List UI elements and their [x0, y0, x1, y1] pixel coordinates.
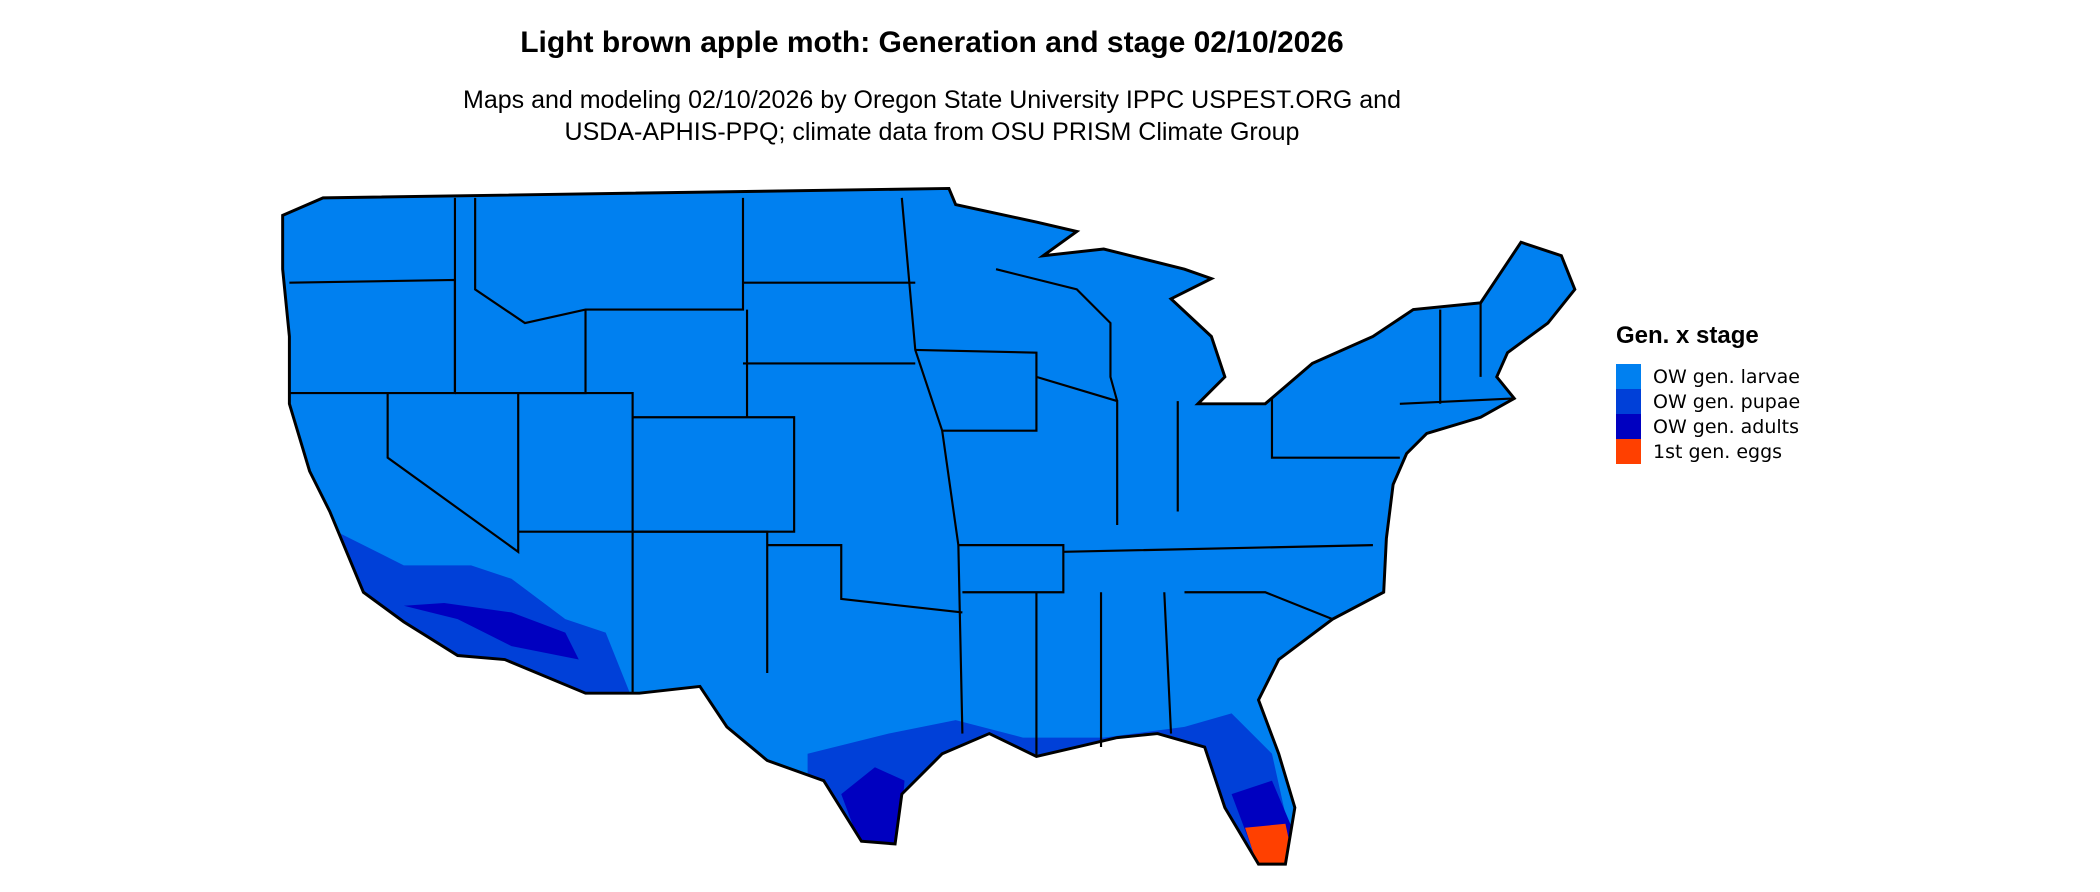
map-title: Light brown apple moth: Generation and s…: [520, 26, 1344, 59]
legend-swatch: [1616, 364, 1641, 389]
subtitle-line-2: USDA-APHIS-PPQ; climate data from OSU PR…: [564, 118, 1300, 146]
region-1st-gen-eggs-florida: [1245, 823, 1295, 865]
legend-swatch: [1616, 439, 1641, 464]
state-borders: [289, 197, 1515, 757]
legend-item-ow-pupae: OW gen. pupae: [1616, 389, 1800, 414]
legend-item-ow-larvae: OW gen. larvae: [1616, 364, 1800, 389]
legend-title: Gen. x stage: [1616, 322, 1759, 349]
subtitle-line-1: Maps and modeling 02/10/2026 by Oregon S…: [463, 86, 1401, 114]
legend-label: 1st gen. eggs: [1653, 440, 1783, 463]
legend-label: OW gen. adults: [1653, 415, 1800, 438]
legend-swatch: [1616, 414, 1641, 439]
region-ow-adults-southwest: [403, 603, 579, 660]
legend-item-ow-adults: OW gen. adults: [1616, 414, 1800, 439]
legend: Gen. x stage OW gen. larvae OW gen. pupa…: [1616, 322, 1800, 464]
legend-item-1st-gen-eggs: 1st gen. eggs: [1616, 439, 1800, 464]
region-ow-adults-texas: [841, 767, 905, 848]
legend-label: OW gen. larvae: [1653, 365, 1800, 388]
legend-label: OW gen. pupae: [1653, 390, 1801, 413]
legend-swatch: [1616, 389, 1641, 414]
map-subtitle: Maps and modeling 02/10/2026 by Oregon S…: [0, 84, 1864, 148]
